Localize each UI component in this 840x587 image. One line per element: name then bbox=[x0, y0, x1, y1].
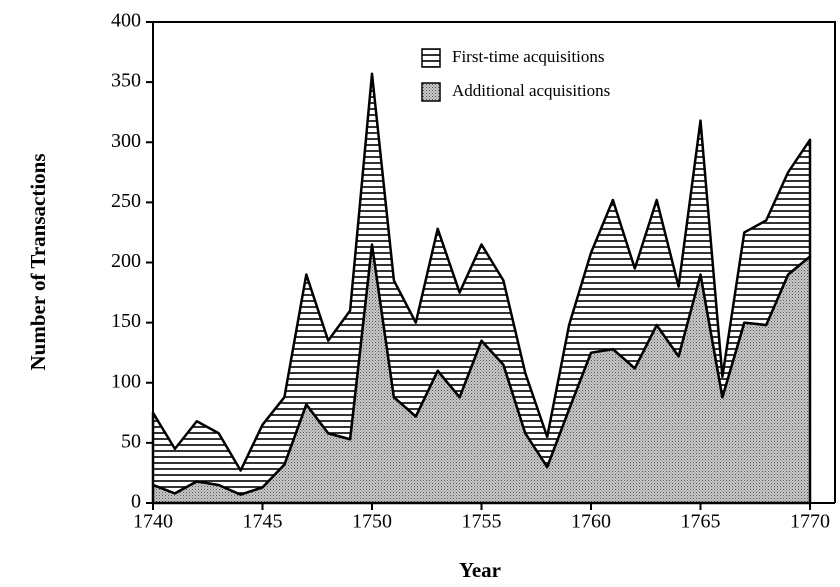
y-tick-label: 50 bbox=[121, 430, 141, 452]
y-tick-label: 300 bbox=[111, 130, 141, 152]
legend-swatch bbox=[421, 48, 441, 68]
x-tick-label: 1770 bbox=[790, 511, 830, 533]
y-axis-title: Number of Transactions bbox=[26, 153, 50, 370]
x-tick-label: 1765 bbox=[681, 511, 721, 533]
x-tick-label: 1745 bbox=[243, 511, 283, 533]
y-tick-label: 100 bbox=[111, 370, 141, 392]
legend-text: Additional acquisitions bbox=[452, 81, 610, 100]
x-tick-label: 1760 bbox=[571, 511, 611, 533]
y-tick-label: 200 bbox=[111, 250, 141, 272]
x-tick-label: 1755 bbox=[462, 511, 502, 533]
x-tick-label: 1750 bbox=[352, 511, 392, 533]
y-tick-label: 400 bbox=[111, 10, 141, 32]
y-tick-label: 150 bbox=[111, 310, 141, 332]
x-axis-title: Year bbox=[459, 558, 501, 582]
y-tick-label: 250 bbox=[111, 190, 141, 212]
legend-swatch bbox=[421, 82, 441, 102]
y-tick-label: 350 bbox=[111, 70, 141, 92]
area bbox=[151, 72, 812, 496]
legend-text: First-time acquisitions bbox=[452, 47, 605, 66]
y-tick-label: 0 bbox=[131, 491, 141, 513]
x-tick-label: 1740 bbox=[133, 511, 173, 533]
